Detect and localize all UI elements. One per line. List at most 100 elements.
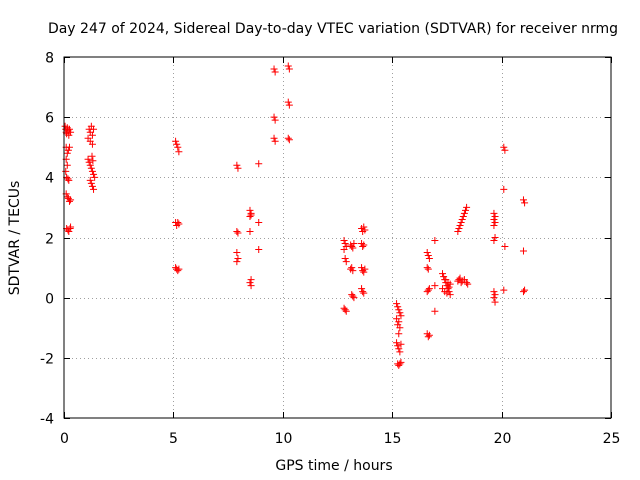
data-point [247, 282, 255, 290]
data-point [349, 292, 357, 300]
x-tick-label: 0 [60, 431, 69, 447]
data-point [424, 286, 432, 294]
data-point [341, 240, 349, 248]
x-tick-label: 10 [275, 431, 293, 447]
data-point [460, 209, 468, 217]
data-point [270, 134, 278, 142]
data-point [454, 227, 462, 235]
data-points [61, 62, 529, 369]
data-point [463, 203, 471, 211]
data-point [431, 307, 439, 315]
data-point [360, 289, 368, 297]
data-point [358, 285, 366, 293]
data-point [359, 243, 367, 251]
data-point [396, 309, 404, 317]
data-point [91, 173, 99, 181]
data-point [65, 227, 73, 235]
data-point [174, 143, 182, 151]
data-point [234, 164, 242, 172]
data-point [342, 307, 350, 315]
grid-lines [64, 57, 611, 418]
x-tick-labels: 0 5 10 15 20 25 [60, 431, 620, 447]
data-point [446, 280, 454, 288]
data-point [246, 206, 254, 214]
data-point [63, 161, 71, 169]
y-axis-label: SDTVAR / TECUs [7, 181, 23, 296]
x-tick-label: 5 [169, 431, 178, 447]
plot-frame [63, 56, 612, 419]
data-point [88, 167, 96, 175]
data-point [397, 358, 405, 366]
data-point [394, 342, 402, 350]
data-point [90, 170, 98, 178]
data-point [490, 294, 498, 302]
data-point [85, 158, 93, 166]
data-point [246, 212, 254, 220]
data-point [340, 246, 348, 254]
data-point [174, 267, 182, 275]
data-point [491, 291, 499, 299]
data-point [67, 223, 75, 231]
data-point [396, 360, 404, 368]
data-point [424, 333, 432, 341]
data-point [233, 249, 241, 257]
data-point [463, 279, 471, 287]
data-point [234, 255, 242, 263]
data-point [233, 258, 241, 266]
data-point [350, 240, 358, 248]
data-point [63, 193, 71, 201]
data-point [90, 185, 98, 193]
data-point [64, 175, 72, 183]
data-point [234, 229, 242, 237]
data-point [397, 340, 405, 348]
data-point [360, 268, 368, 276]
data-point [62, 167, 70, 175]
data-point [65, 125, 73, 133]
data-point [521, 286, 529, 294]
data-point [464, 280, 472, 288]
data-point [490, 215, 498, 223]
data-point [439, 270, 447, 278]
data-point [233, 227, 241, 235]
data-point [358, 264, 366, 272]
data-point [349, 244, 357, 252]
data-point [247, 211, 255, 219]
chart-title: Day 247 of 2024, Sidereal Day-to-day VTE… [48, 21, 618, 37]
data-point [271, 68, 279, 76]
data-point [423, 249, 431, 257]
data-point [519, 247, 527, 255]
data-point [360, 223, 368, 231]
data-point [519, 196, 527, 204]
data-point [271, 137, 279, 145]
y-tick-label: 2 [45, 232, 54, 248]
data-point [270, 65, 278, 73]
data-point [284, 134, 292, 142]
data-point [88, 182, 96, 190]
data-point [455, 224, 463, 232]
data-point [423, 264, 431, 272]
data-point [88, 131, 96, 139]
data-point [255, 160, 263, 168]
data-point [172, 137, 180, 145]
data-point [174, 218, 182, 226]
data-point [459, 212, 467, 220]
y-tick-label: 6 [45, 111, 54, 127]
data-point [446, 291, 454, 299]
data-point [255, 246, 263, 254]
data-point [443, 289, 451, 297]
data-point [285, 136, 293, 144]
y-tick-labels: -4 -2 0 2 4 6 8 [40, 51, 54, 428]
data-point [270, 113, 278, 121]
data-point [86, 161, 94, 169]
data-point [84, 155, 92, 163]
data-point [361, 265, 369, 273]
data-point [65, 176, 73, 184]
data-point [491, 212, 499, 220]
data-point [255, 218, 263, 226]
data-point [458, 215, 466, 223]
data-point [501, 243, 509, 251]
data-point [285, 101, 293, 109]
data-point [90, 125, 98, 133]
data-point [395, 345, 403, 353]
data-point [395, 330, 403, 338]
